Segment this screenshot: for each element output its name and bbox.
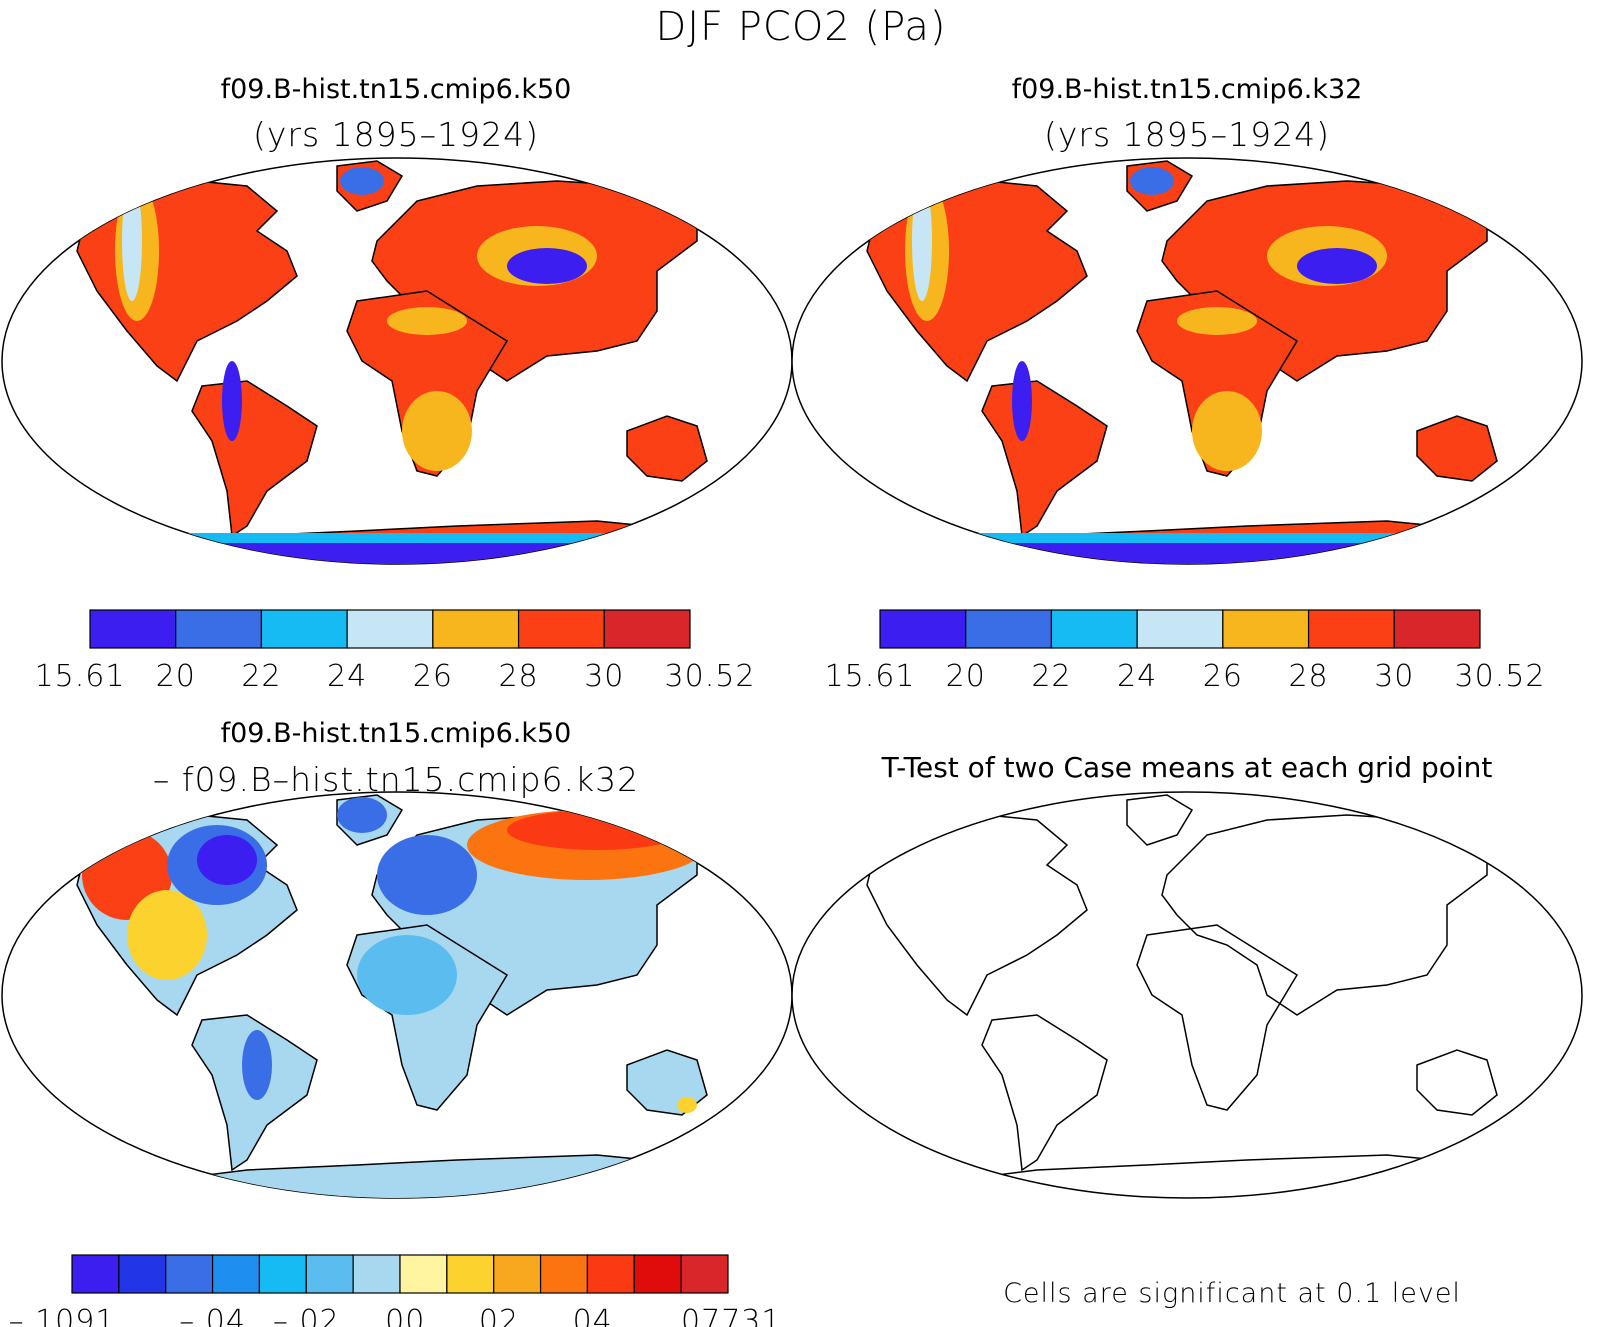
significance-footnote: Cells are significant at 0.1 level xyxy=(1003,1278,1461,1309)
map-ttest xyxy=(791,791,1583,1199)
colorbar-k32-label: 24 xyxy=(1117,659,1157,694)
colorbar-diff-label: –.02 xyxy=(273,1304,340,1327)
colorbar-diff-label: .02 xyxy=(468,1304,519,1327)
colorbar-k50-label: 24 xyxy=(327,659,367,694)
panel-k50-title: f09.B-hist.tn15.cmip6.k50 xyxy=(221,74,572,105)
colorbar-k50-label: 22 xyxy=(241,659,281,694)
colorbar-diff-swatch xyxy=(633,1254,682,1294)
colorbar-diff-swatch xyxy=(446,1254,495,1294)
panel-diff-title: f09.B-hist.tn15.cmip6.k50 xyxy=(221,718,572,749)
colorbar-k50: 15.61 20 22 24 26 28 30 30.52 xyxy=(35,609,756,694)
map-diff xyxy=(1,791,793,1199)
colorbar-diff-swatch xyxy=(586,1254,635,1294)
colorbar-k50-label: 15.61 xyxy=(35,659,126,694)
colorbar-k32-swatch xyxy=(1050,609,1138,649)
colorbar-k32-label: 22 xyxy=(1031,659,1071,694)
colorbar-diff-swatch xyxy=(680,1254,729,1294)
colorbar-diff-swatch xyxy=(539,1254,589,1294)
colorbar-diff-swatch xyxy=(118,1254,167,1294)
colorbar-diff-swatch xyxy=(165,1254,214,1294)
colorbar-k32-label: 28 xyxy=(1288,659,1328,694)
panel-ttest: T-Test of two Case means at each grid po… xyxy=(791,751,1583,1309)
map-k50 xyxy=(1,157,793,565)
colorbar-k50-swatch xyxy=(89,609,177,649)
colorbar-k32-swatch xyxy=(879,609,967,649)
colorbar-k32-label: 30 xyxy=(1374,659,1414,694)
colorbar-k32-swatch xyxy=(965,609,1053,649)
panel-k32-title: f09.B-hist.tn15.cmip6.k32 xyxy=(1012,74,1363,105)
colorbar-k32-swatch xyxy=(1307,609,1395,649)
colorbar-k32-label: 20 xyxy=(946,659,986,694)
colorbar-k32: 15.61 20 22 24 26 28 30 30.52 xyxy=(825,609,1546,694)
colorbar-diff-swatch xyxy=(211,1254,261,1294)
colorbar-k32-swatch xyxy=(1136,609,1224,649)
panel-diff: f09.B-hist.tn15.cmip6.k50 – f09.B–hist.t… xyxy=(1,718,793,1327)
colorbar-k32-label: 30.52 xyxy=(1455,659,1546,694)
colorbar-k32-label: 15.61 xyxy=(825,659,916,694)
colorbar-diff-swatch xyxy=(352,1254,401,1294)
panel-k50-subtitle: (yrs 1895–1924) xyxy=(253,115,539,154)
colorbar-diff-swatch xyxy=(399,1254,448,1294)
colorbar-k32-swatch xyxy=(1222,609,1310,649)
colorbar-diff-swatch xyxy=(493,1254,542,1294)
colorbar-k32-swatch xyxy=(1393,609,1481,649)
colorbar-diff-label: .07731 xyxy=(671,1304,782,1327)
figure-title: DJF PCO2 (Pa) xyxy=(655,4,946,50)
colorbar-diff-label: –.04 xyxy=(179,1304,246,1327)
colorbar-k50-swatch xyxy=(432,609,520,649)
colorbar-diff-swatch xyxy=(258,1254,307,1294)
panel-k50: f09.B-hist.tn15.cmip6.k50 (yrs 1895–1924… xyxy=(1,74,793,694)
map-k32 xyxy=(791,157,1583,565)
colorbar-k50-label: 20 xyxy=(156,659,196,694)
panel-k32: f09.B-hist.tn15.cmip6.k32 (yrs 1895–1924… xyxy=(791,74,1583,694)
colorbar-k50-swatch xyxy=(346,609,434,649)
colorbar-k50-swatch xyxy=(175,609,263,649)
colorbar-k50-label: 30.52 xyxy=(665,659,756,694)
colorbar-k50-label: 26 xyxy=(413,659,453,694)
colorbar-k32-label: 26 xyxy=(1203,659,1243,694)
colorbar-diff-label: –.1091 xyxy=(9,1304,116,1327)
colorbar-diff-swatch xyxy=(305,1254,354,1294)
colorbar-diff-label: .00 xyxy=(375,1304,426,1327)
panel-k32-subtitle: (yrs 1895–1924) xyxy=(1044,115,1330,154)
colorbar-k50-swatch xyxy=(603,609,691,649)
colorbar-k50-label: 30 xyxy=(584,659,624,694)
panel-ttest-title: T-Test of two Case means at each grid po… xyxy=(881,751,1493,784)
colorbar-k50-swatch xyxy=(517,609,605,649)
pco2-k32-low-regions xyxy=(905,167,1487,564)
colorbar-diff-swatch xyxy=(71,1254,120,1294)
colorbar-k50-label: 28 xyxy=(498,659,538,694)
colorbar-diff: –.1091 –.04 –.02 .00 .02 .04 .07731 xyxy=(9,1254,782,1327)
colorbar-k50-swatch xyxy=(260,609,348,649)
colorbar-diff-label: .04 xyxy=(562,1304,613,1327)
